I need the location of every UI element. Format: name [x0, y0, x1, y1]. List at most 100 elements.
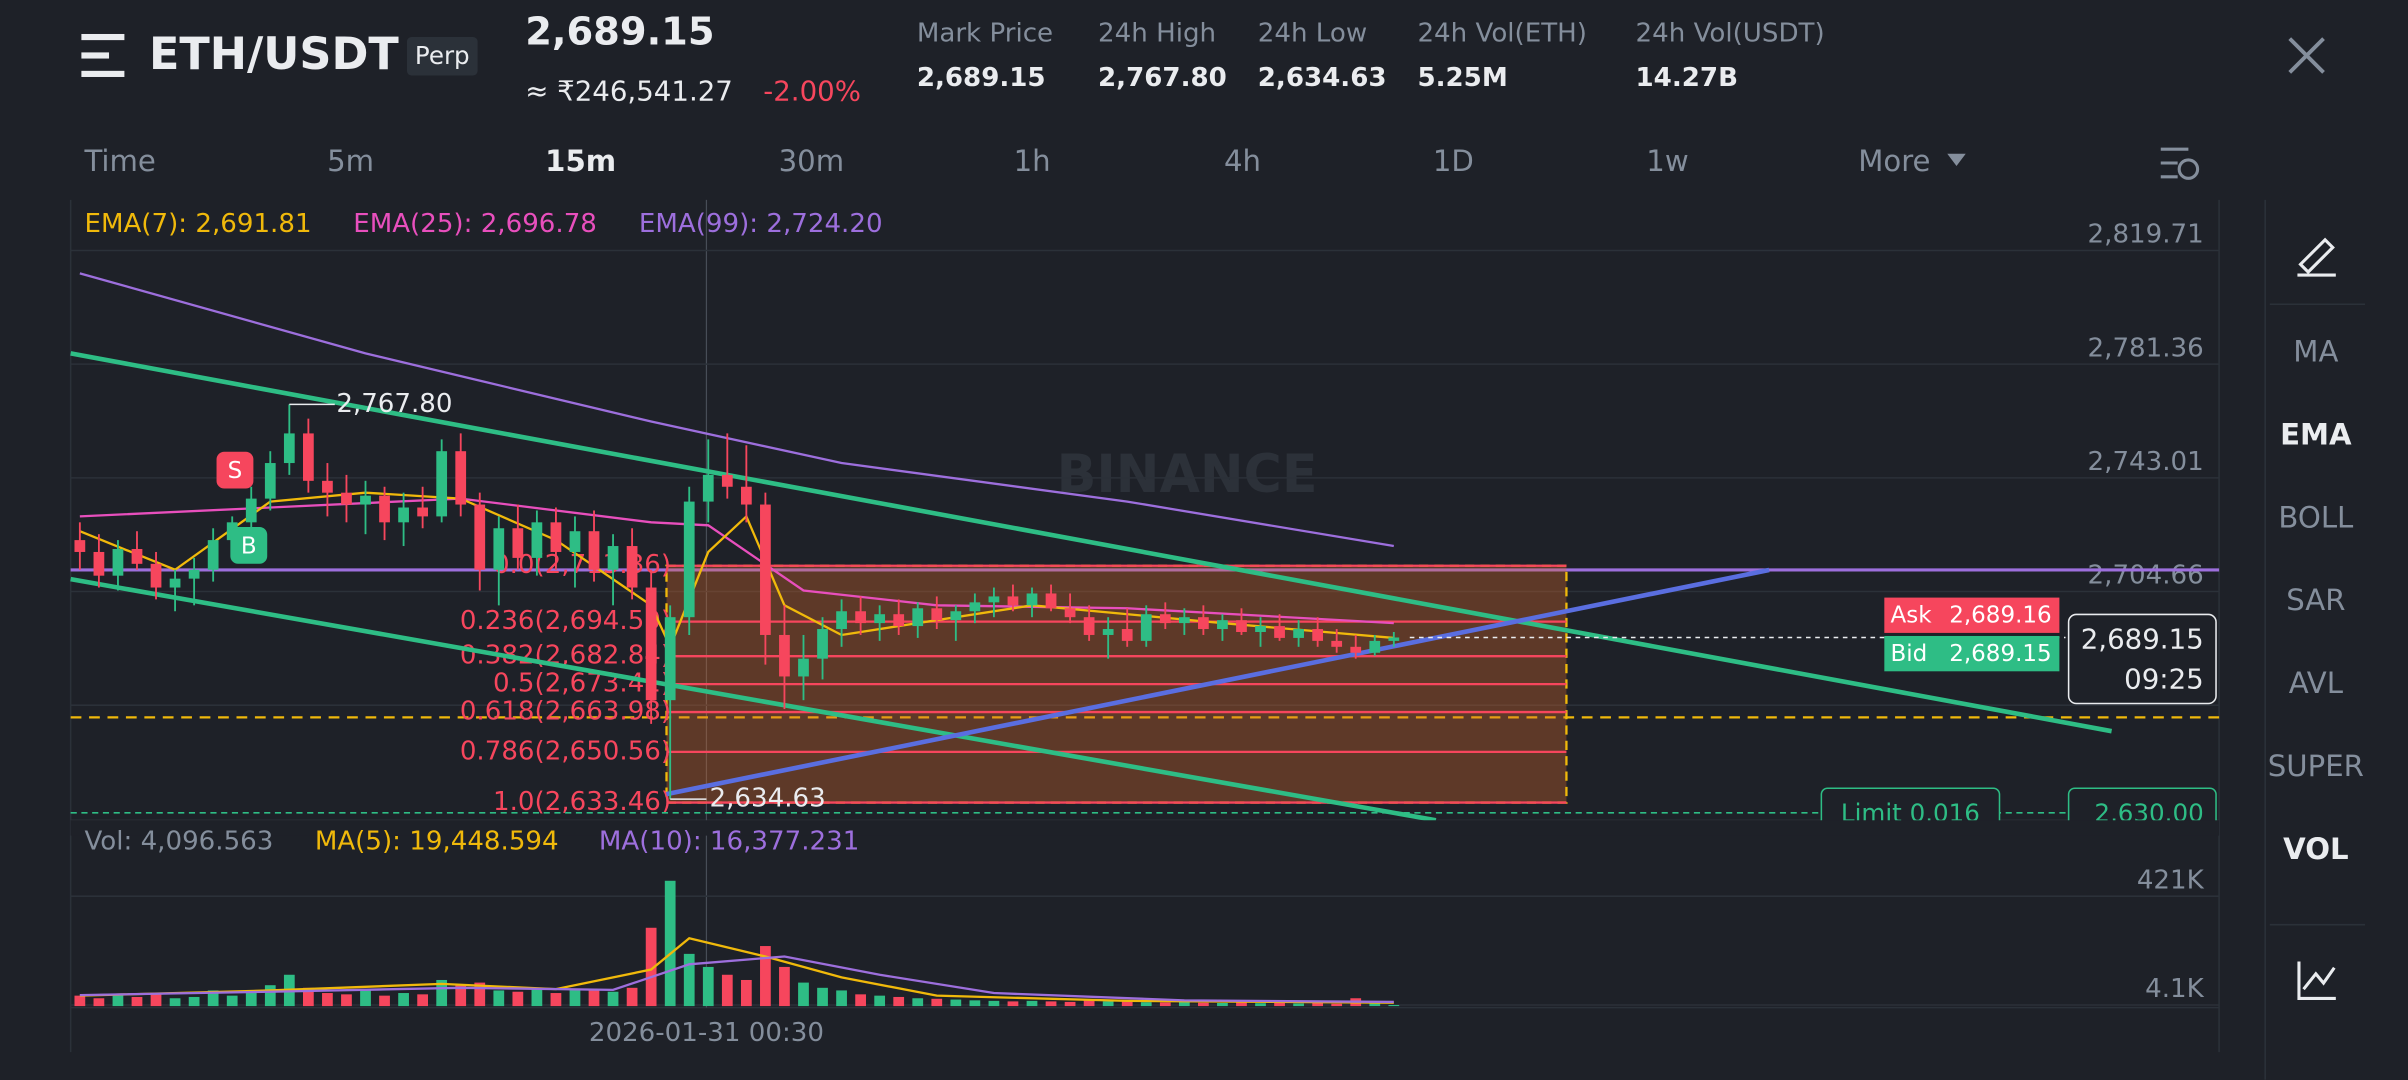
stat-label: 24h Vol(ETH) [1417, 18, 1586, 48]
candle-body [607, 546, 619, 570]
candle-body [1159, 614, 1171, 624]
candle-body [245, 498, 257, 523]
candle-body [950, 611, 962, 621]
trend-line [70, 351, 2113, 734]
stat-value: 14.27B [1636, 63, 1738, 93]
timeframe-tab[interactable]: 4h [1224, 144, 1261, 178]
volume-bar [969, 1000, 981, 1007]
candle-body [322, 480, 333, 493]
volume-bar [550, 993, 562, 1007]
fib-label: 0.786(2,650.56) [460, 736, 671, 766]
indicator-tab[interactable]: MA [2293, 334, 2338, 368]
trade-marker-label: B [241, 533, 257, 559]
volume-bar [1369, 1003, 1381, 1007]
volume-ma-line [79, 955, 1394, 1004]
volume-tick-label: 421K [2137, 865, 2205, 895]
candle-body [302, 433, 314, 481]
volume-bar [531, 987, 543, 1007]
menu-icon[interactable] [81, 33, 125, 77]
candle-body [779, 634, 790, 677]
close-icon[interactable] [2288, 37, 2325, 74]
volume-bar [493, 990, 505, 1007]
indicator-tab[interactable]: SUPER [2268, 749, 2364, 783]
volume-bar [569, 989, 581, 1007]
settings-icon[interactable] [2160, 147, 2200, 180]
candle-body [531, 522, 543, 558]
volume-tick-label: 4.1K [2145, 974, 2204, 1004]
candle-body [512, 528, 524, 558]
last-price: 2,689.15 [525, 9, 714, 54]
stat-value: 2,767.80 [1098, 63, 1227, 93]
candle-body [1198, 617, 1209, 630]
y-tick-label: 2,704.66 [2088, 561, 2204, 591]
watermark: BINANCE [1057, 445, 1318, 505]
ask-tag [1884, 597, 2060, 633]
timeframe-tab[interactable]: Time [83, 144, 155, 178]
volume-bar [1255, 1003, 1266, 1007]
volume-bar [245, 991, 257, 1007]
badge-bg [406, 37, 478, 76]
volume-bar [817, 987, 828, 1007]
timeframe-tab[interactable]: 5m [327, 144, 374, 178]
candle-body [74, 540, 86, 552]
volume-bar [1274, 1002, 1285, 1007]
symbol[interactable]: ETH/USDT [149, 28, 399, 80]
stat-label: 24h High [1098, 18, 1216, 48]
indicator-tab[interactable]: AVL [2289, 666, 2344, 700]
candle-body [398, 507, 409, 523]
volume-bar [264, 985, 276, 1007]
trade-marker [216, 451, 254, 489]
volume-bar [1026, 1000, 1038, 1007]
candle-body [569, 531, 581, 552]
volume-bar [455, 985, 467, 1007]
volume-bar [169, 998, 181, 1007]
volume-bar [855, 994, 866, 1007]
timeframe-tab[interactable]: 1h [1014, 144, 1051, 178]
indicator-tab[interactable]: BOLL [2278, 500, 2354, 534]
volume-bar [398, 993, 409, 1007]
timeframe-tab[interactable]: 1D [1433, 144, 1474, 178]
y-tick-label: 2,781.36 [2088, 333, 2204, 363]
volume-bar [626, 987, 638, 1007]
ema-legend: EMA(7): 2,691.81 [84, 209, 311, 239]
y-tick-label: 2,743.01 [2088, 447, 2204, 477]
volume-bar [950, 999, 962, 1007]
timeframe-tab[interactable]: More [1858, 144, 1930, 178]
trend-line [666, 567, 1770, 797]
draw-icon[interactable] [2297, 237, 2336, 277]
stat-label: Mark Price [917, 18, 1053, 48]
indicator-tab[interactable]: SAR [2286, 583, 2345, 617]
plot: Mark Price 2,689.15 24h High 2,767.80 24h Lo… [70, 18, 2364, 1048]
candle-body [1369, 640, 1381, 653]
indicator-tab[interactable]: EMA [2280, 417, 2352, 451]
timeframe-tab[interactable]: 30m [779, 144, 845, 178]
last-price-tag-label: 2,689.15 [2081, 623, 2204, 656]
volume-bar [322, 993, 333, 1007]
volume-bar [1178, 1001, 1190, 1007]
timeframe-tab[interactable]: 1w [1646, 144, 1688, 178]
ema-legend: EMA(99): 2,724.20 [639, 209, 883, 239]
fib-label: 0.5(2,673.41) [493, 669, 671, 699]
volume-bar [512, 991, 524, 1007]
volume-legend: Vol: 4,096.563 [84, 826, 273, 856]
indicator-tab[interactable]: VOL [2283, 832, 2348, 866]
volume-ma-line [79, 936, 1394, 1004]
timeframe-tab[interactable]: 15m [545, 144, 616, 178]
candle-body [207, 540, 219, 570]
high-label: 2,767.80 [336, 389, 452, 419]
candle-body [455, 451, 467, 505]
volume-bar [436, 979, 448, 1007]
stat-value: 5.25M [1417, 63, 1507, 93]
volume-bar [893, 996, 905, 1007]
candle-body [893, 614, 905, 627]
chart-icon[interactable] [2297, 961, 2336, 1000]
candle-body [760, 504, 771, 635]
candle-body [112, 549, 124, 576]
candle-body [855, 611, 866, 624]
candle-body [1312, 629, 1324, 641]
candle-body [360, 495, 371, 505]
volume-bar [740, 979, 752, 1007]
candle-body [988, 596, 1000, 603]
change: -2.00% [763, 74, 861, 107]
candle-body [626, 546, 638, 588]
